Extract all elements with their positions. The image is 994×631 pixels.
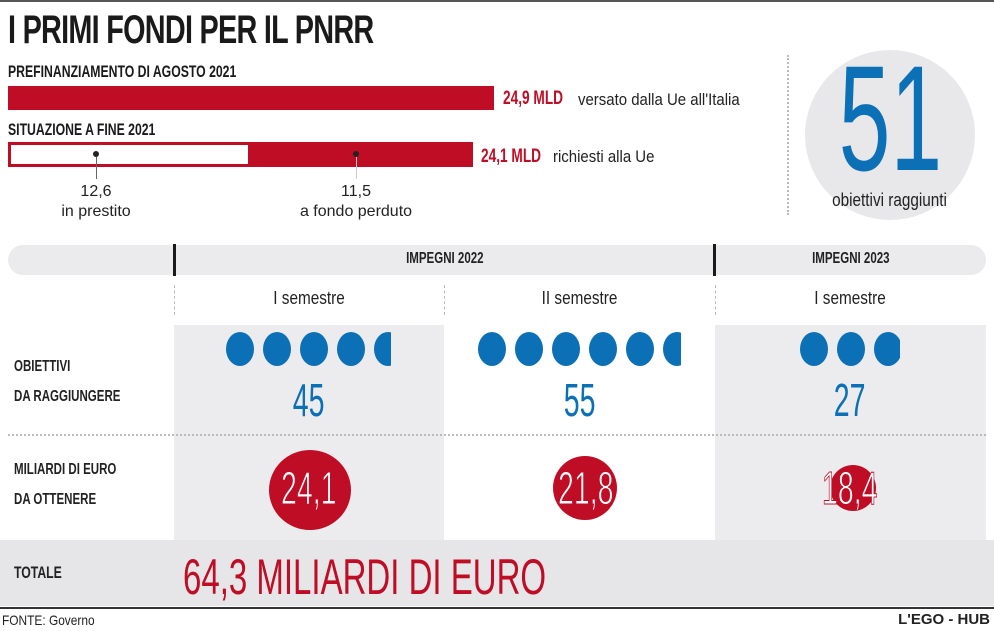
header-band <box>8 245 986 275</box>
fondo-perduto-marker <box>353 151 359 157</box>
prefinanziamento-value: 24,9 MLD <box>503 88 564 109</box>
objective-dot <box>226 332 254 366</box>
header-separator <box>713 244 716 276</box>
header-impegni-2022: IMPEGNI 2022 <box>405 250 484 267</box>
row-label-miliardi: MILIARDI DI EURO DA OTTENERE <box>14 461 117 508</box>
totale-label: TOTALE <box>14 563 62 582</box>
column-divider <box>715 285 716 315</box>
prestito-annotation: 12,6 in prestito <box>61 183 131 220</box>
objective-dot <box>263 332 291 366</box>
column-divider <box>444 285 445 315</box>
situazione-label: SITUAZIONE A FINE 2021 <box>8 120 156 139</box>
prefinanziamento-note: versato dalla Ue all'Italia <box>578 90 740 109</box>
semester-label: I semestre <box>273 288 345 308</box>
column-divider <box>174 285 175 315</box>
prefinanziamento-label: PREFINANZIAMENTO DI AGOSTO 2021 <box>8 62 237 81</box>
objective-dot <box>552 332 580 366</box>
miliardi-value: 24,1 <box>281 462 337 515</box>
prestito-marker <box>93 151 99 157</box>
header-impegni-2023: IMPEGNI 2023 <box>812 250 890 267</box>
objective-dot <box>374 332 391 366</box>
obiettivi-raggiunti-label: obiettivi raggiunti <box>832 190 948 210</box>
miliardi-bubble <box>830 465 876 511</box>
bar-segment-prestito <box>11 145 248 164</box>
brand-logo: L'EGO - HUB <box>898 611 990 628</box>
row-divider <box>8 434 986 436</box>
bottom-rule <box>0 607 994 609</box>
obiettivi-raggiunti-value: 51 <box>838 34 942 202</box>
situazione-value: 24,1 MLD <box>481 146 542 167</box>
objective-dot <box>515 332 543 366</box>
top-rule <box>0 0 994 2</box>
bar-prefinanziamento <box>8 86 494 110</box>
source-note: FONTE: Governo <box>2 612 95 628</box>
obiettivi-value: 45 <box>293 374 325 426</box>
totale-value: 64,3 MILIARDI DI EURO <box>183 549 547 605</box>
obiettivi-dots <box>226 332 391 366</box>
obiettivi-dots <box>478 332 681 366</box>
miliardi-value: 21,8 <box>557 462 614 515</box>
fondo-perduto-annotation: 11,5 a fondo perduto <box>299 183 413 220</box>
obiettivi-dots <box>800 332 900 366</box>
objective-dot <box>589 332 617 366</box>
row-label-obiettivi: OBIETTIVI DA RAGGIUNGERE <box>14 358 121 405</box>
miliardi-value: 18,4 <box>822 462 878 515</box>
obiettivi-value: 27 <box>834 374 866 426</box>
header-separator <box>173 244 176 276</box>
semester-label: I semestre <box>814 288 886 308</box>
divider <box>787 55 789 215</box>
objective-dot <box>874 332 900 366</box>
objective-dot <box>663 332 681 366</box>
objective-dot <box>800 332 828 366</box>
objective-dot <box>626 332 654 366</box>
totale-band <box>0 540 994 606</box>
prestito-stem <box>96 157 97 179</box>
objective-dot <box>300 332 328 366</box>
fondo-perduto-stem <box>356 157 357 179</box>
situazione-note: richiesti alla Ue <box>553 147 655 166</box>
objective-dot <box>837 332 865 366</box>
miliardi-bubble <box>553 456 617 520</box>
objective-dot <box>478 332 506 366</box>
obiettivi-circle <box>805 50 975 220</box>
semester-label: II semestre <box>541 288 618 308</box>
miliardi-bubble <box>269 450 351 530</box>
obiettivi-value: 55 <box>563 374 596 426</box>
objective-dot <box>337 332 365 366</box>
page-title: I PRIMI FONDI PER IL PNRR <box>8 8 374 52</box>
